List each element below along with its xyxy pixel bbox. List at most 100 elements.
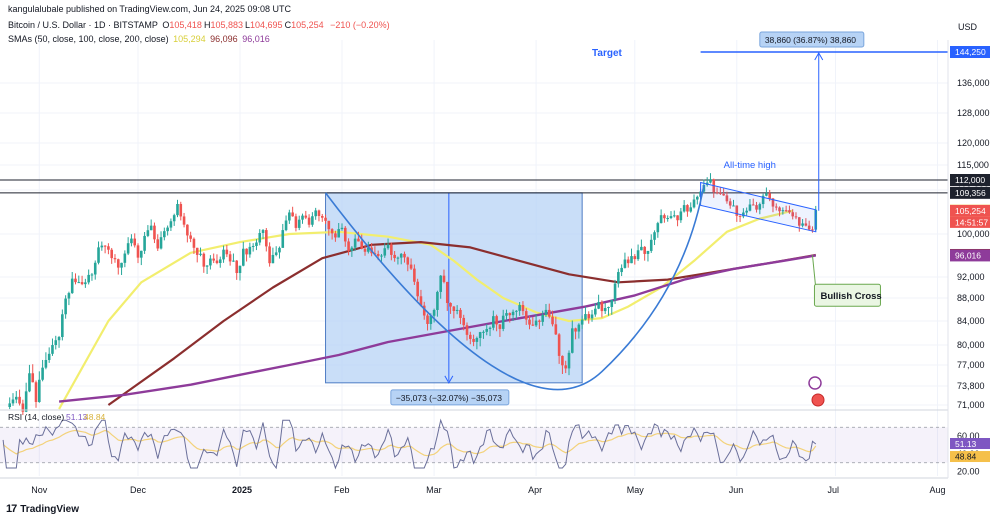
candle-body [735, 205, 739, 216]
candle-body [38, 379, 41, 403]
candle-body [801, 223, 804, 226]
rsi-tick-label: 60.00 [957, 431, 980, 441]
candle-body [686, 205, 689, 212]
candle-body [241, 248, 245, 266]
countdown-box [950, 216, 990, 228]
candle-body [278, 247, 281, 253]
candle-body [248, 246, 252, 255]
candle-body [649, 239, 653, 251]
countdown-label: 14:51:57 [955, 217, 988, 227]
all-time-high-label: All-time high [724, 160, 776, 171]
candle-body [768, 193, 771, 199]
candle-body [159, 237, 163, 249]
tradingview-logo: 17 TradingView [6, 503, 79, 515]
candle-body [166, 227, 169, 232]
candle-body [399, 253, 403, 258]
candle-body [594, 308, 597, 315]
candle-body [284, 220, 288, 231]
candle-body [511, 311, 515, 316]
candle-body [600, 302, 604, 312]
candle-body [107, 246, 110, 250]
candle-body [538, 320, 541, 322]
candle-body [205, 265, 209, 267]
sma50-value: 105,294 [173, 34, 206, 44]
bullish-cross-pointer [811, 255, 816, 286]
candle-body [478, 332, 482, 339]
candle-body [133, 238, 137, 246]
candle-body [696, 196, 699, 200]
candle-body [439, 275, 442, 292]
candle-body [518, 305, 521, 311]
candle-body [156, 239, 160, 249]
y-tick-label: 80,000 [957, 340, 985, 350]
ohlc-value-l: 104,695 [250, 20, 283, 30]
candle-body [554, 324, 558, 335]
y-tick-label: 71,000 [957, 400, 985, 410]
candle-body [225, 249, 229, 255]
candle-body [367, 247, 370, 252]
candle-body [281, 230, 285, 248]
candle-body [765, 193, 768, 196]
candle-body [255, 242, 258, 246]
candle-body [758, 204, 762, 210]
sma-line-50 [58, 209, 793, 410]
candle-body [719, 192, 722, 194]
candle-body [288, 212, 291, 221]
candle-body [738, 215, 742, 217]
candle-body [301, 215, 304, 220]
candle-body [620, 267, 623, 273]
candle-body [97, 247, 100, 263]
rsi-current-box [950, 437, 990, 449]
candle-body [343, 227, 347, 242]
x-tick-label: Nov [31, 485, 48, 495]
candle-body [528, 319, 531, 325]
candle-body [100, 245, 104, 248]
candle-body [297, 219, 301, 228]
candle-body [317, 210, 321, 216]
candle-body [646, 250, 650, 254]
candle-body [44, 359, 48, 368]
candle-body [314, 210, 317, 217]
candle-body [146, 230, 150, 236]
candle-body [663, 215, 666, 219]
candle-body [74, 278, 77, 283]
candle-body [324, 217, 327, 221]
candle-body [113, 258, 117, 260]
candle-body [459, 309, 462, 318]
candle-body [376, 253, 380, 256]
candle-body [561, 355, 564, 366]
candle-body [307, 217, 311, 225]
candle-body [258, 233, 262, 243]
candle-body [31, 373, 35, 383]
currency-label: USD [958, 22, 978, 32]
sma-line-200 [58, 254, 816, 403]
price-label: 112,000 [955, 175, 985, 185]
candle-body [788, 210, 791, 213]
candle-body [534, 320, 538, 326]
y-tick-label: 100,000 [957, 229, 990, 239]
publisher-line: kangulalubale published on TradingView.c… [8, 4, 292, 14]
candle-body [11, 399, 15, 404]
candle-body [505, 313, 508, 316]
candle-body [732, 205, 735, 207]
candle-body [189, 235, 192, 239]
candle-body [28, 373, 31, 392]
candle-body [544, 309, 548, 315]
candle-body [653, 232, 656, 240]
bullish-cross-box [813, 283, 881, 307]
candle-body [212, 258, 215, 261]
candle-body [669, 216, 673, 219]
candle-body [521, 305, 525, 312]
rsi-ma-current-label: 48.84 [955, 452, 977, 462]
candle-body [482, 331, 485, 333]
candle-body [24, 391, 28, 412]
rsi-line [2, 418, 817, 470]
candle-body [393, 254, 396, 259]
price-label: 144,250 [955, 47, 986, 57]
ohlc-value-o: 105,418 [169, 20, 202, 30]
candle-body [426, 315, 429, 324]
candle-body [363, 248, 367, 252]
candle-body [396, 257, 400, 259]
candle-body [416, 281, 419, 297]
